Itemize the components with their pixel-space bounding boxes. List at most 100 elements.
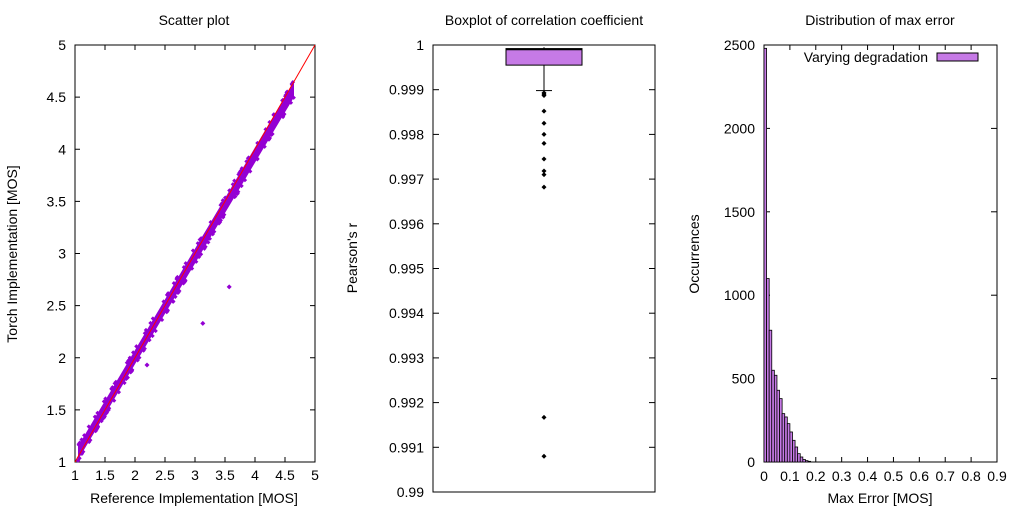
- x-tick-label: 0.2: [806, 468, 826, 484]
- boxplot-outlier-point: [541, 172, 547, 178]
- scatter-point: [262, 144, 267, 149]
- scatter-point: [150, 333, 155, 339]
- scatter-outliers: [144, 284, 232, 368]
- boxplot-outlier-point: [541, 140, 547, 146]
- scatter-point: [198, 252, 204, 257]
- scatter-point: [207, 236, 212, 241]
- x-tick-label: 0: [760, 468, 768, 484]
- scatter-point: [79, 437, 84, 442]
- y-tick-label: 0.998: [389, 126, 424, 142]
- y-tick-label: 4: [58, 141, 66, 157]
- x-tick-label: 0.9: [987, 468, 1007, 484]
- scatter-point: [164, 292, 170, 298]
- scatter-point: [239, 183, 244, 189]
- boxplot-outliers: [541, 90, 547, 459]
- scatter-point: [236, 172, 241, 177]
- boxplot-outlier-point: [541, 156, 547, 162]
- scatter-point: [76, 441, 82, 447]
- x-tick-label: 0.6: [910, 468, 930, 484]
- scatter-point: [134, 344, 139, 349]
- scatter-title: Scatter plot: [159, 12, 230, 28]
- x-tick-label: 0.8: [961, 468, 981, 484]
- scatter-point: [165, 308, 170, 314]
- y-tick-label: 3.5: [47, 193, 67, 209]
- histogram-panel: Distribution of max error 0 0.1 0.2 0.3 0.4 0…: [686, 12, 1007, 506]
- scatter-point: [255, 140, 260, 146]
- scatter-point: [75, 458, 81, 463]
- scatter-point: [130, 350, 136, 355]
- scatter-point: [124, 360, 130, 365]
- y-tick-label: 0.99: [397, 484, 424, 500]
- scatter-point: [148, 320, 153, 326]
- y-tick-label: 0.999: [389, 82, 424, 98]
- scatter-point: [247, 169, 253, 174]
- boxplot-outlier-point: [541, 168, 547, 174]
- scatter-point: [288, 100, 294, 105]
- histogram-bar: [763, 47, 767, 463]
- boxplot-outlier-point: [541, 131, 547, 137]
- scatter-point: [182, 280, 187, 285]
- scatter-point: [176, 290, 181, 295]
- scatter-point: [255, 157, 260, 162]
- x-tick-label: 5: [311, 467, 319, 483]
- scatter-point: [227, 188, 232, 193]
- scatter-point: [190, 248, 196, 253]
- x-tick-label: 2.5: [155, 467, 175, 483]
- scatter-point: [161, 299, 166, 304]
- scatter-point: [242, 177, 248, 183]
- boxplot-outlier-point: [541, 414, 547, 420]
- y-tick-label: 1.5: [47, 402, 67, 418]
- histogram-legend: Varying degradation: [804, 49, 979, 65]
- scatter-point: [197, 237, 202, 242]
- y-tick-label: 0.991: [389, 439, 424, 455]
- histogram-y-axis-label: Occurrences: [686, 214, 702, 293]
- x-tick-label: 0.5: [884, 468, 904, 484]
- scatter-x-axis-label: Reference Implementation [MOS]: [90, 490, 298, 506]
- scatter-point: [143, 327, 149, 333]
- scatter-panel: Scatter plot 1 1.5 2 2.5 3 3.5 4 4.5 511.522.533…: [4, 12, 319, 506]
- scatter-point: [150, 316, 156, 321]
- y-tick-label: 2: [58, 350, 66, 366]
- scatter-point: [142, 331, 148, 336]
- scatter-point: [110, 385, 115, 390]
- boxplot-panel: Boxplot of correlation coefficient 0.99 0…: [344, 12, 656, 500]
- y-tick-label: 0: [747, 454, 755, 470]
- scatter-point: [206, 240, 211, 245]
- y-tick-label: 0.994: [389, 305, 424, 321]
- scatter-point: [129, 368, 135, 373]
- scatter-point: [220, 215, 226, 220]
- scatter-point: [291, 95, 296, 100]
- scatter-point: [116, 389, 122, 395]
- scatter-point: [137, 355, 142, 360]
- scatter-point: [181, 265, 187, 270]
- boxplot-box: [505, 47, 583, 92]
- y-tick-label: 0.996: [389, 216, 424, 232]
- scatter-point: [82, 433, 87, 438]
- scatter-point: [171, 281, 177, 286]
- boxplot-title: Boxplot of correlation coefficient: [445, 12, 643, 28]
- scatter-reference-line: [74, 44, 316, 463]
- box-iqr: [505, 48, 583, 66]
- scatter-point: [263, 127, 268, 132]
- y-tick-label: 5: [58, 37, 66, 53]
- boxplot-outlier-point: [541, 93, 547, 99]
- scatter-point: [270, 131, 275, 137]
- scatter-point: [159, 317, 165, 323]
- x-tick-label: 0.7: [935, 468, 955, 484]
- y-tick-label: 2500: [724, 37, 755, 53]
- scatter-point: [111, 398, 117, 403]
- x-tick-label: 4.5: [275, 467, 295, 483]
- scatter-point: [195, 241, 201, 246]
- scatter-point: [203, 244, 208, 249]
- y-tick-label: 2000: [724, 120, 755, 136]
- y-tick-label: 1: [416, 37, 424, 53]
- y-tick-label: 1000: [724, 287, 755, 303]
- scatter-point: [232, 178, 237, 183]
- scatter-point: [127, 355, 133, 360]
- scatter-point: [165, 291, 171, 296]
- y-tick-label: 500: [732, 371, 756, 387]
- scatter-point: [189, 266, 195, 271]
- legend-label: Varying degradation: [804, 49, 928, 65]
- legend-swatch: [936, 52, 979, 62]
- scatter-point: [246, 155, 251, 160]
